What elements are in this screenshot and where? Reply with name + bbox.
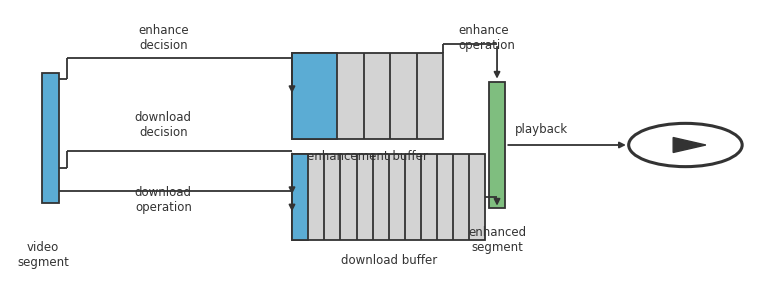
Polygon shape: [673, 137, 706, 153]
Text: download buffer: download buffer: [340, 254, 437, 267]
Text: enhance
decision: enhance decision: [138, 24, 189, 52]
Bar: [292, 53, 443, 139]
Bar: [292, 53, 337, 139]
Text: download
operation: download operation: [135, 186, 192, 214]
Text: video
segment: video segment: [17, 241, 69, 269]
Bar: [489, 81, 506, 209]
Text: enhanced
segment: enhanced segment: [468, 226, 526, 254]
Bar: [42, 73, 59, 203]
Bar: [292, 154, 309, 240]
Bar: [292, 154, 485, 240]
Text: enhancement buffer: enhancement buffer: [307, 150, 428, 163]
Text: playback: playback: [515, 123, 568, 136]
Text: enhance
operation: enhance operation: [459, 24, 515, 52]
Text: download
decision: download decision: [135, 111, 192, 139]
